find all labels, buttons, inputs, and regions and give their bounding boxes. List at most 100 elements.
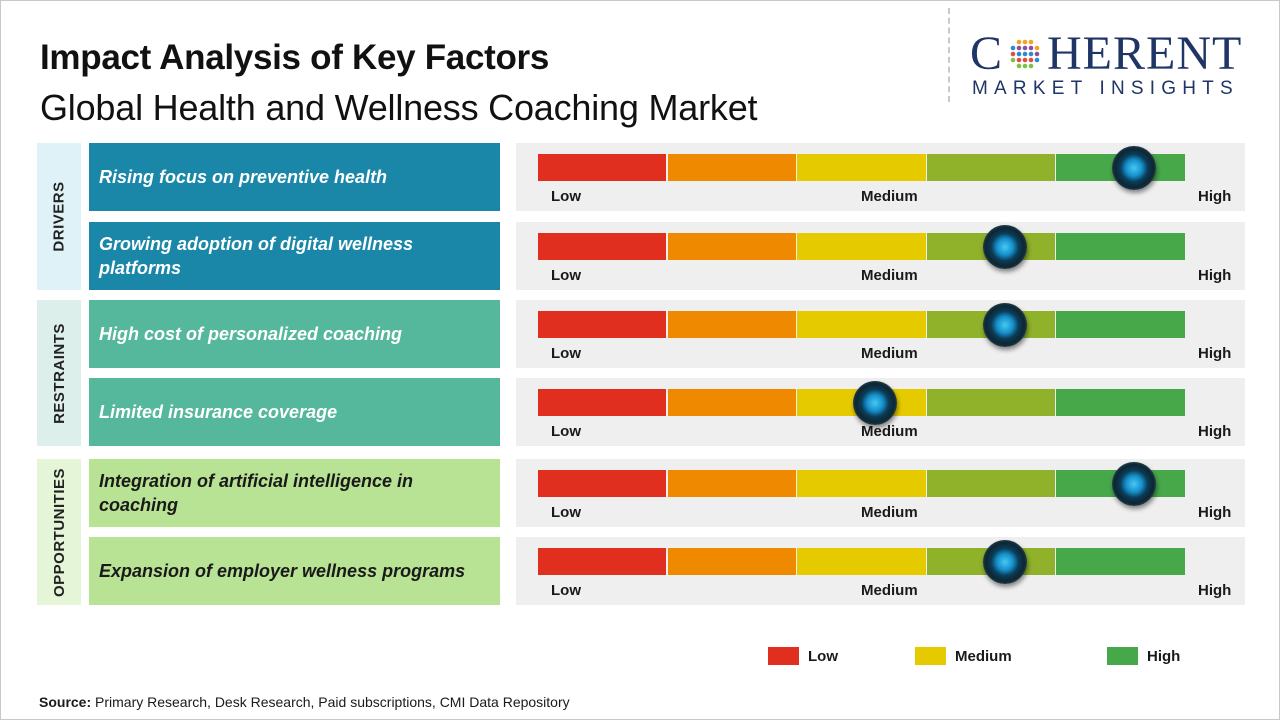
factor-box: Expansion of employer wellness programs [89,537,500,605]
factor-box: Growing adoption of digital wellness pla… [89,222,500,290]
logo-tagline: MARKET INSIGHTS [972,78,1239,99]
scale-label-high: High [1198,267,1232,284]
legend-low-label: Low [808,647,838,665]
scale-segment [667,311,796,338]
scale-label-medium: Medium [861,423,918,440]
company-logo: C HERENT [970,30,1242,78]
scale-label-high: High [1198,582,1232,599]
scale-segment [797,548,926,575]
logo-dot [1022,51,1028,57]
scale-segment [1056,233,1185,260]
factor-label: Growing adoption of digital wellness pla… [99,234,414,278]
scale-segment [538,233,667,260]
impact-scale-row: Low Medium High [516,459,1245,527]
category-label: RESTRAINTS [50,322,68,424]
factor-label: Rising focus on preventive health [99,167,388,187]
scale-label-low: Low [551,582,581,599]
impact-scale-row: Low Medium High [516,378,1245,446]
logo-dot [1028,57,1034,63]
logo-dots-icon [1010,39,1040,69]
scale-segment [667,154,796,181]
legend-low: Low [768,647,838,665]
legend-medium-swatch [915,647,946,665]
scale-label-low: Low [551,504,581,521]
scale-segment [797,154,926,181]
scale-label-low: Low [551,267,581,284]
category-opportunities: OPPORTUNITIES [37,459,81,605]
scale-segment [538,154,667,181]
logo-dot [1016,51,1022,57]
logo-dot [1028,45,1034,51]
factor-box: High cost of personalized coaching [89,300,500,368]
scale-segment [667,233,796,260]
impact-marker [1112,145,1157,190]
impact-scale-row: Low Medium High [516,300,1245,368]
scale-segment [1056,311,1185,338]
factor-label: Expansion of employer wellness programs [99,561,466,581]
factor-label: Limited insurance coverage [99,402,338,422]
legend-medium: Medium [915,647,1012,665]
scale-segment [926,154,1056,181]
scale-label-high: High [1198,345,1232,362]
legend-high: High [1107,647,1180,665]
logo-dot [1034,45,1040,51]
scale-segment [926,470,1056,497]
scale-label-medium: Medium [861,345,918,362]
logo-dot [1022,39,1028,45]
page-title: Impact Analysis of Key Factors [40,38,550,77]
category-drivers: DRIVERS [37,143,81,290]
factor-label: High cost of personalized coaching [99,324,403,344]
impact-marker [982,539,1027,584]
scale-segment [538,389,667,416]
source-note: Source: Primary Research, Desk Research,… [39,694,570,710]
scale-label-low: Low [551,188,581,205]
scale-label-low: Low [551,345,581,362]
scale-label-low: Low [551,423,581,440]
scale-label-high: High [1198,188,1232,205]
legend-high-swatch [1107,647,1138,665]
scale-segment [926,389,1056,416]
logo-letters-rest: HERENT [1047,27,1243,80]
logo-dot [1022,57,1028,63]
category-label: DRIVERS [50,181,68,252]
scale-segment [667,548,796,575]
impact-scale-row: Low Medium High [516,143,1245,211]
logo-dot [1034,57,1040,63]
scale-label-high: High [1198,504,1232,521]
logo-letter-c: C [970,27,1004,80]
logo-divider [948,8,950,102]
logo-dot [1010,57,1016,63]
scale-segment [797,233,926,260]
logo-dot [1010,45,1016,51]
factor-box: Integration of artificial intelligence i… [89,459,500,527]
scale-segment [1056,389,1185,416]
legend-medium-label: Medium [955,647,1012,665]
impact-marker [982,302,1027,347]
factor-box: Rising focus on preventive health [89,143,500,211]
impact-marker [852,380,897,425]
logo-dot [1022,63,1028,69]
logo-dot [1022,45,1028,51]
logo-dot [1028,51,1034,57]
scale-segment [797,311,926,338]
factor-label: Integration of artificial intelligence i… [99,471,414,515]
scale-label-medium: Medium [861,188,918,205]
scale-segment [1056,548,1185,575]
scale-segment [667,389,796,416]
scale-segment [797,470,926,497]
category-restraints: RESTRAINTS [37,300,81,446]
logo-dot [1016,63,1022,69]
logo-dot [1028,39,1034,45]
impact-marker [1112,461,1157,506]
scale-label-medium: Medium [861,267,918,284]
logo-dot [1034,51,1040,57]
logo-dot [1016,39,1022,45]
impact-marker [982,224,1027,269]
logo-dot [1028,63,1034,69]
scale-segment [538,548,667,575]
impact-scale-row: Low Medium High [516,537,1245,605]
scale-segment [667,470,796,497]
scale-label-medium: Medium [861,582,918,599]
factor-box: Limited insurance coverage [89,378,500,446]
logo-dot [1016,45,1022,51]
